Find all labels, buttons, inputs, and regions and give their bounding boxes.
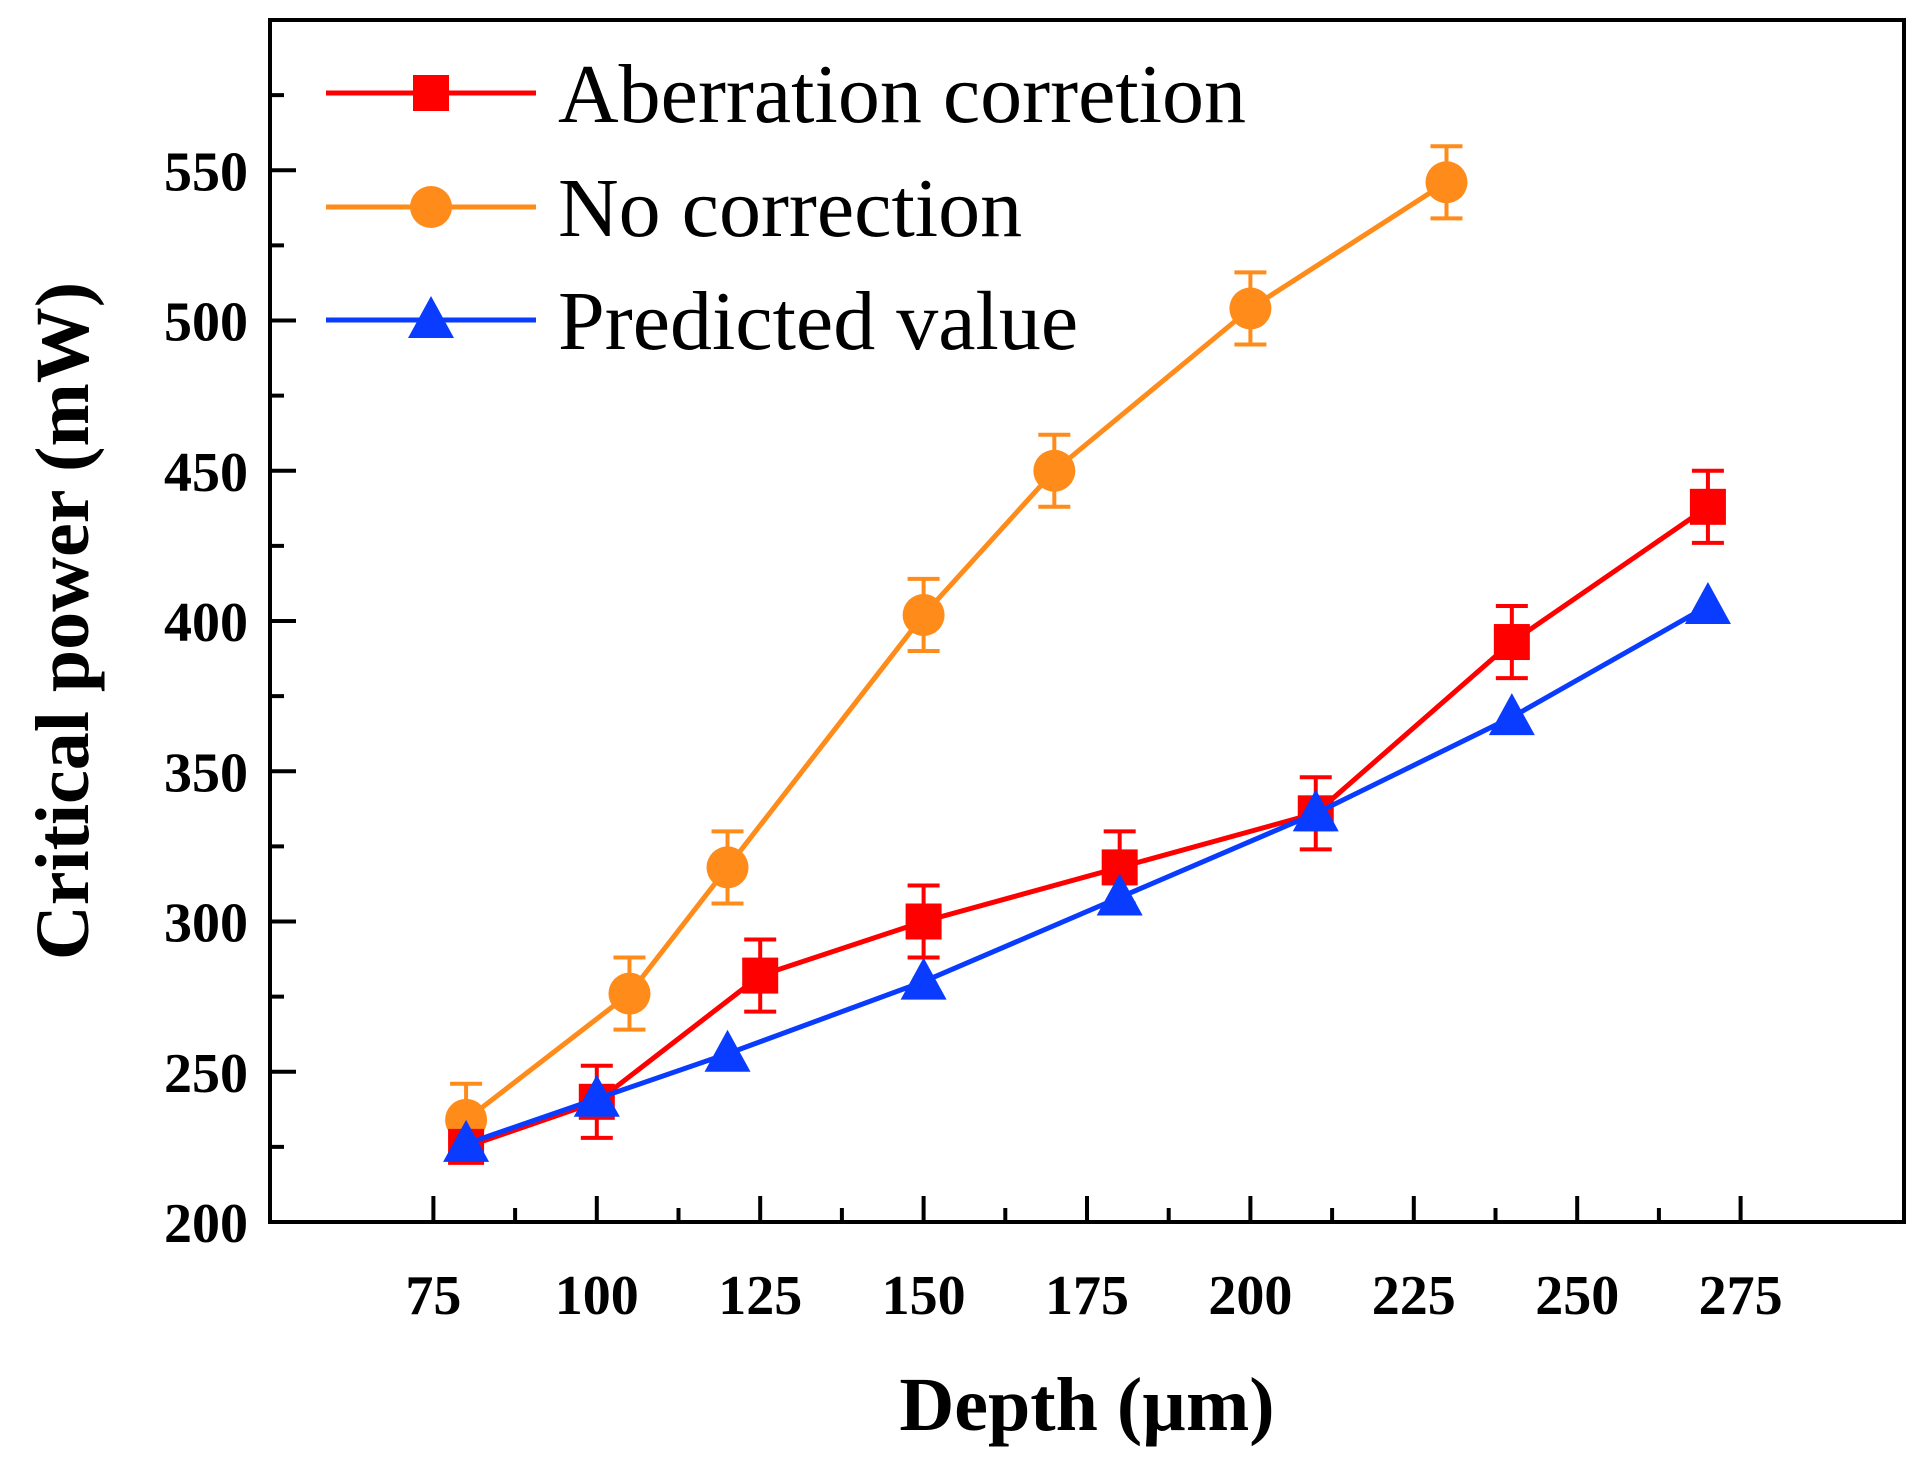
x-axis-title: Depth (µm): [899, 1363, 1274, 1447]
legend-marker: [410, 186, 452, 228]
data-point: [742, 957, 779, 994]
data-point: [1096, 873, 1143, 916]
y-tick-label: 300: [164, 893, 248, 955]
x-tick-label: 250: [1535, 1265, 1619, 1327]
data-point: [902, 593, 945, 636]
data-point: [1425, 161, 1468, 204]
data-point: [608, 972, 651, 1015]
y-tick-label: 550: [164, 141, 248, 203]
data-point: [905, 903, 942, 940]
data-point: [573, 1074, 620, 1117]
x-tick-label: 200: [1208, 1265, 1292, 1327]
x-tick-label: 75: [405, 1265, 461, 1327]
x-tick-label: 275: [1699, 1265, 1783, 1327]
data-point: [1033, 449, 1076, 492]
y-tick-label: 500: [164, 292, 248, 354]
legend-entry: Aberration corretion: [326, 48, 1246, 141]
y-tick-label: 350: [164, 742, 248, 804]
data-point: [1684, 581, 1731, 624]
legend-entry: No correction: [326, 162, 1022, 255]
x-tick-label: 225: [1372, 1265, 1456, 1327]
legend-label: No correction: [558, 162, 1022, 255]
data-point: [1292, 789, 1339, 832]
legend-marker: [408, 296, 454, 338]
y-tick-label: 400: [164, 592, 248, 654]
data-point: [1229, 287, 1272, 330]
data-point: [443, 1119, 490, 1162]
data-point: [1488, 693, 1535, 736]
data-point: [706, 846, 749, 889]
y-tick-label: 200: [164, 1193, 248, 1255]
y-tick-label: 250: [164, 1043, 248, 1105]
data-point: [900, 957, 947, 1000]
x-tick-label: 100: [555, 1265, 639, 1327]
series-circle: [445, 144, 1468, 1158]
series-square: [448, 468, 1726, 1165]
legend-marker: [413, 75, 449, 111]
legend-entry: Predicted value: [326, 275, 1078, 368]
legend: Aberration corretion No correction Predict…: [326, 48, 1246, 368]
series-triangle: [443, 581, 1731, 1162]
legend-label: Predicted value: [558, 275, 1078, 368]
axes: 75 100 125 150 175 200 225 250 275 200 250 300 350 40…: [164, 93, 1783, 1327]
data-point: [1493, 624, 1530, 661]
y-axis-title: Critical power (mW): [21, 282, 105, 960]
legend-label: Aberration corretion: [558, 48, 1246, 141]
series-line: [465, 504, 1710, 1150]
x-tick-label: 150: [882, 1265, 966, 1327]
data-point: [1689, 488, 1726, 525]
data-point: [704, 1029, 751, 1072]
plot-frame: [268, 18, 1906, 1224]
series-layer: [443, 144, 1731, 1165]
x-tick-label: 125: [718, 1265, 802, 1327]
series-line: [465, 603, 1710, 1147]
x-tick-label: 175: [1045, 1265, 1129, 1327]
y-tick-label: 450: [164, 442, 248, 504]
